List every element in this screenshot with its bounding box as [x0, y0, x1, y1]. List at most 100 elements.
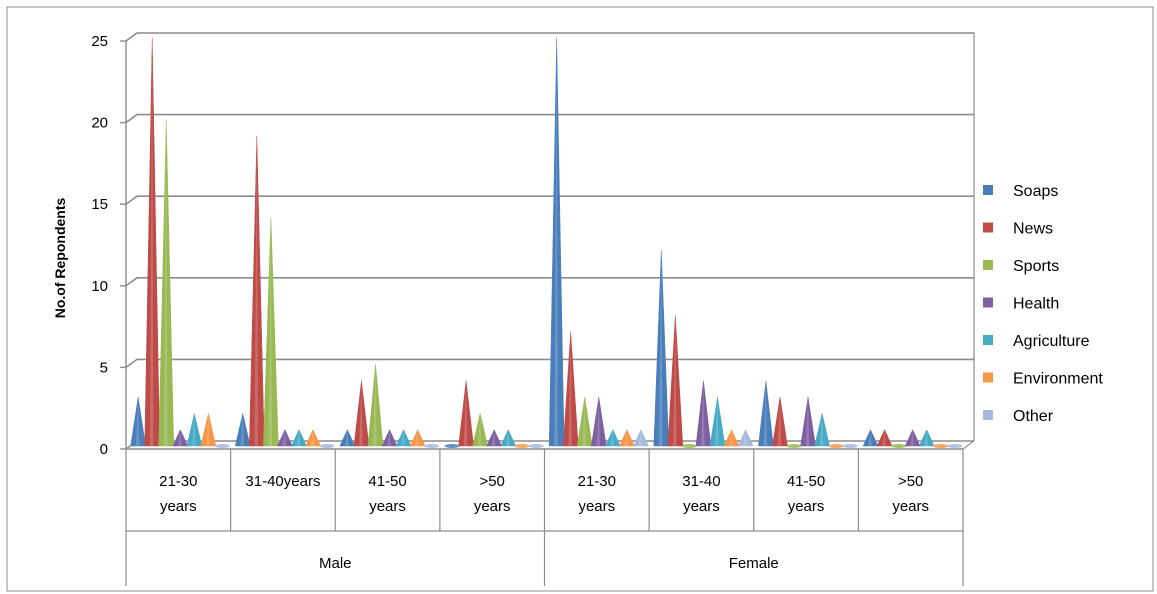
x-tick-label: 41-50 years [368, 473, 406, 515]
bar-highlight [135, 397, 140, 446]
bar-other-male-31-40years [319, 444, 335, 448]
y-tick-label: 20 [91, 115, 108, 132]
group-label-male: Male [319, 555, 352, 572]
bar-highlight [282, 429, 287, 446]
legend-swatch-soaps [983, 185, 993, 195]
bar-highlight [910, 429, 914, 446]
gridline [125, 358, 974, 369]
bar-sports-female-50-years [891, 444, 907, 448]
bar-other-female-50-years [947, 444, 963, 448]
legend-swatch-news [983, 222, 993, 233]
bar-highlight [568, 331, 572, 446]
bar-soaps-female-21-30-years [548, 37, 565, 447]
bar-agriculture-female-31-40-years [709, 396, 726, 447]
bar-agriculture-male-50-years [500, 429, 516, 447]
bar-highlight [729, 429, 733, 446]
gridlines [125, 32, 974, 450]
bar-highlight [463, 380, 468, 446]
bar-environment-male-31-40years [305, 429, 321, 447]
bar-other-female-21-30-years [633, 429, 649, 447]
bar-agriculture-male-31-40years [291, 429, 307, 447]
bar-highlight [805, 397, 810, 446]
bar-environment-male-21-30-years [200, 413, 217, 447]
bar-news-male-31-40years [249, 135, 265, 447]
bar-highlight [610, 429, 614, 446]
bar-sports-male-41-50-years [367, 364, 384, 447]
bar-highlight [491, 429, 496, 446]
bar-soaps-male-41-50-years [339, 429, 356, 447]
bar-agriculture-male-41-50-years [395, 429, 412, 447]
legend-swatch-sports [983, 260, 993, 270]
bar-highlight [819, 413, 824, 446]
bar-highlight [345, 429, 349, 446]
bar-sports-female-21-30-years [577, 396, 593, 447]
bar-highlight [882, 429, 886, 446]
group-label-female: Female [729, 555, 779, 572]
legend-label-news: News [1013, 221, 1053, 238]
y-axis-title: No.of Repondents [52, 198, 68, 319]
bar-highlight [149, 38, 154, 446]
bar-sports-male-31-40years [263, 217, 279, 447]
bar-health-female-31-40-years [695, 380, 712, 447]
gridline [125, 113, 974, 124]
x-tick-label: 21-30 years [578, 473, 616, 515]
bar-soaps-female-31-40-years [653, 249, 670, 447]
bar-highlight [401, 429, 405, 446]
bar-news-male-41-50-years [353, 380, 370, 447]
bar-highlight [777, 397, 782, 446]
x-tick-label: 31-40years [245, 473, 320, 490]
bar-highlight [178, 429, 182, 446]
legend: Soaps News Sports Health Agriculture Environm… [983, 183, 1103, 425]
legend-swatch-health [983, 297, 993, 308]
bar-news-female-41-50-years [772, 396, 788, 447]
y-tick-label: 10 [91, 278, 108, 295]
legend-swatch-environment [983, 372, 993, 383]
bar-news-female-21-30-years [562, 331, 579, 447]
bar-highlight [673, 315, 677, 446]
legend-swatch-other [983, 410, 993, 420]
bar-highlight [240, 413, 244, 446]
bar-environment-male-41-50-years [409, 429, 426, 447]
gridline [125, 276, 974, 287]
legend-swatch-agriculture [983, 335, 993, 345]
bar-soaps-male-21-30-years [130, 396, 146, 447]
bar-sports-female-41-50-years [786, 444, 802, 448]
bar-environment-male-50-years [514, 444, 530, 448]
floor-edge [962, 440, 975, 450]
bar-agriculture-female-50-years [918, 429, 935, 447]
bar-highlight [701, 380, 705, 446]
y-tick-label: 25 [91, 33, 108, 50]
bars [130, 37, 963, 448]
bar-other-male-21-30-years [214, 444, 230, 448]
bar-agriculture-female-41-50-years [814, 413, 830, 447]
bar-other-male-41-50-years [424, 444, 440, 448]
bar-highlight [868, 429, 872, 446]
bar-health-female-41-50-years [800, 396, 816, 447]
bar-highlight [763, 380, 768, 446]
y-tick-label: 5 [100, 359, 108, 376]
bar-sports-male-21-30-years [158, 119, 175, 447]
bar-highlight [477, 413, 482, 446]
bar-highlight [268, 217, 273, 446]
bar-highlight [554, 38, 558, 446]
bar-news-male-50-years [458, 380, 474, 447]
bar-news-female-31-40-years [667, 315, 684, 447]
bar-health-male-21-30-years [172, 429, 189, 447]
axes [120, 33, 975, 586]
chart-frame [6, 6, 1154, 592]
gridline [125, 32, 974, 42]
bar-highlight [505, 429, 510, 446]
x-tick-label: 21-30 years [159, 473, 197, 515]
legend-label-environment: Environment [1013, 371, 1103, 388]
bar-highlight [638, 429, 643, 446]
bar-health-female-21-30-years [591, 396, 607, 447]
bar-highlight [206, 413, 210, 446]
legend-label-sports: Sports [1013, 258, 1059, 275]
bar-environment-female-50-years [933, 444, 949, 448]
bar-news-female-50-years [876, 429, 893, 447]
bar-other-male-50-years [528, 444, 544, 448]
bar-highlight [359, 380, 363, 446]
